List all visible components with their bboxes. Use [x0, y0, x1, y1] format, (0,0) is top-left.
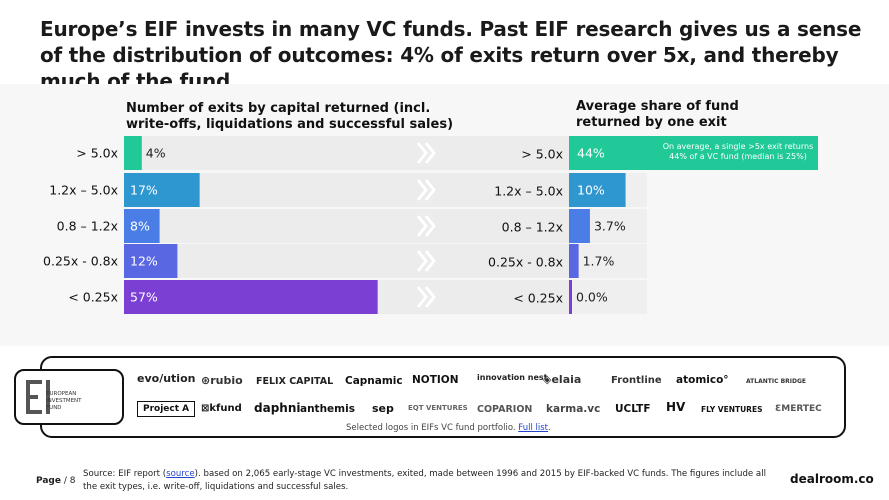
right-value-label: 1.7%	[583, 254, 615, 269]
hv-capital-logo: HV	[666, 400, 686, 414]
left-bar	[124, 173, 200, 207]
anthemis-logo: anthemis	[300, 403, 355, 415]
left-value-label: 12%	[130, 254, 158, 269]
chevron-icon	[416, 142, 428, 164]
right-value-label: 44%	[577, 146, 605, 161]
right-bar	[569, 173, 626, 207]
left-chart-title-line: write-offs, liquidations and successful …	[126, 117, 453, 132]
left-category-label: 0.8 – 1.2x	[57, 219, 118, 234]
logos-caption-text: Selected logos in EIFs VC fund portfolio…	[346, 423, 519, 433]
right-category-label: < 0.25x	[513, 291, 563, 306]
elaia-logo: ◈elaia	[543, 373, 582, 386]
evolution-logo: evo/ution	[137, 372, 196, 385]
left-category-label: < 0.25x	[68, 290, 118, 305]
logos-caption: Selected logos in EIFs VC fund portfolio…	[346, 423, 551, 433]
left-value-label: 17%	[130, 183, 158, 198]
right-chart-title-line: Average share of fund	[576, 99, 739, 114]
felix-capital-logo: FELIX CAPITAL	[256, 376, 334, 387]
rubio-logo: ⊛rubio	[201, 374, 243, 387]
dealroom-logo: dealroom.co	[790, 472, 874, 486]
page-title: Europe’s EIF invests in many VC funds. P…	[40, 17, 862, 93]
daphni-logo: daphni	[254, 401, 301, 415]
right-category-label: 1.2x – 5.0x	[494, 184, 563, 199]
eif-logo-mark	[26, 380, 62, 414]
right-bar	[569, 209, 590, 243]
right-category-label: 0.8 – 1.2x	[502, 220, 563, 235]
source-text-after: ). based on 2,065 early-stage VC investm…	[83, 469, 766, 492]
chevron-icon	[416, 215, 428, 237]
left-bar	[124, 136, 142, 170]
sep-logo: sep	[372, 402, 394, 415]
page-label: Page	[36, 476, 61, 486]
right-value-label: 10%	[577, 183, 605, 198]
chevron-icon	[416, 286, 428, 308]
eif-logo-text: EUROPEAN INVESTMENT FUND	[46, 391, 82, 411]
page-suffix: / 8	[60, 476, 76, 486]
full-list-link[interactable]: Full list	[518, 423, 549, 433]
right-chart-title-line: returned by one exit	[576, 115, 727, 130]
chevron-icon	[416, 250, 428, 272]
right-bar	[569, 136, 818, 170]
project-a-logo: Project A	[137, 401, 196, 417]
right-bar	[569, 280, 572, 314]
kfund-logo: ⊠kfund	[201, 403, 242, 414]
left-chart-title-line: Number of exits by capital returned (inc…	[126, 101, 430, 116]
left-value-label: 8%	[130, 219, 150, 234]
left-bar-track	[124, 209, 569, 243]
coparion-logo: COPARION	[477, 404, 533, 415]
right-category-label: > 5.0x	[521, 147, 563, 162]
left-bar	[124, 244, 178, 278]
emertec-logo: ƐMERTEC	[775, 404, 822, 414]
source-text-before: Source: EIF report (	[83, 469, 167, 479]
left-category-label: 0.25x - 0.8x	[43, 254, 118, 269]
eif-logo-box: EUROPEAN INVESTMENT FUND	[14, 369, 124, 425]
atomico-logo: atomico°	[676, 374, 729, 386]
karma-vc-logo: karma.vc	[546, 403, 601, 415]
right-bar-track	[569, 244, 647, 278]
atlantic-bridge-logo: ATLANTIC BRIDGE	[746, 378, 807, 385]
source-note: Source: EIF report (source). based on 2,…	[83, 468, 773, 493]
innovation-nest-logo: innovation nest	[477, 373, 548, 382]
capnamic-logo: Capnamic	[345, 375, 403, 387]
eqt-ventures-logo: EQT VENTURES	[408, 404, 468, 412]
logos-caption-end: .	[548, 423, 551, 433]
chevron-icon	[424, 215, 436, 237]
chevron-icon	[416, 179, 428, 201]
left-category-label: > 5.0x	[76, 146, 118, 161]
left-category-label: 1.2x – 5.0x	[49, 183, 118, 198]
chart: Number of exits by capital returned (inc…	[43, 99, 818, 314]
portfolio-logos-box	[40, 356, 846, 438]
ucltf-logo: UCLTF	[615, 403, 651, 415]
left-value-label: 57%	[130, 290, 158, 305]
page-number: Page / 8	[36, 476, 75, 486]
chevron-icon	[424, 179, 436, 201]
fly-ventures-logo: FLY VENTURES	[701, 405, 763, 414]
chevron-icon	[424, 250, 436, 272]
right-value-label: 3.7%	[594, 219, 626, 234]
chevron-icon	[424, 142, 436, 164]
right-bar	[569, 244, 579, 278]
left-bar	[124, 209, 160, 243]
right-bar-track	[569, 280, 647, 314]
right-category-label: 0.25x - 0.8x	[488, 255, 563, 270]
source-link[interactable]: source	[166, 469, 195, 479]
frontline-logo: Frontline	[611, 375, 662, 386]
right-value-label: 0.0%	[576, 290, 608, 305]
left-value-label: 4%	[146, 146, 166, 161]
notion-logo: NOTION	[412, 374, 459, 386]
right-bar-annotation: 44% of a VC fund (median is 25%)	[669, 152, 807, 161]
chevron-icon	[424, 286, 436, 308]
left-bar-track	[124, 136, 569, 170]
right-bar-annotation: On average, a single >5x exit returns	[663, 142, 814, 151]
left-bar-track	[124, 244, 569, 278]
left-bar	[124, 280, 378, 314]
